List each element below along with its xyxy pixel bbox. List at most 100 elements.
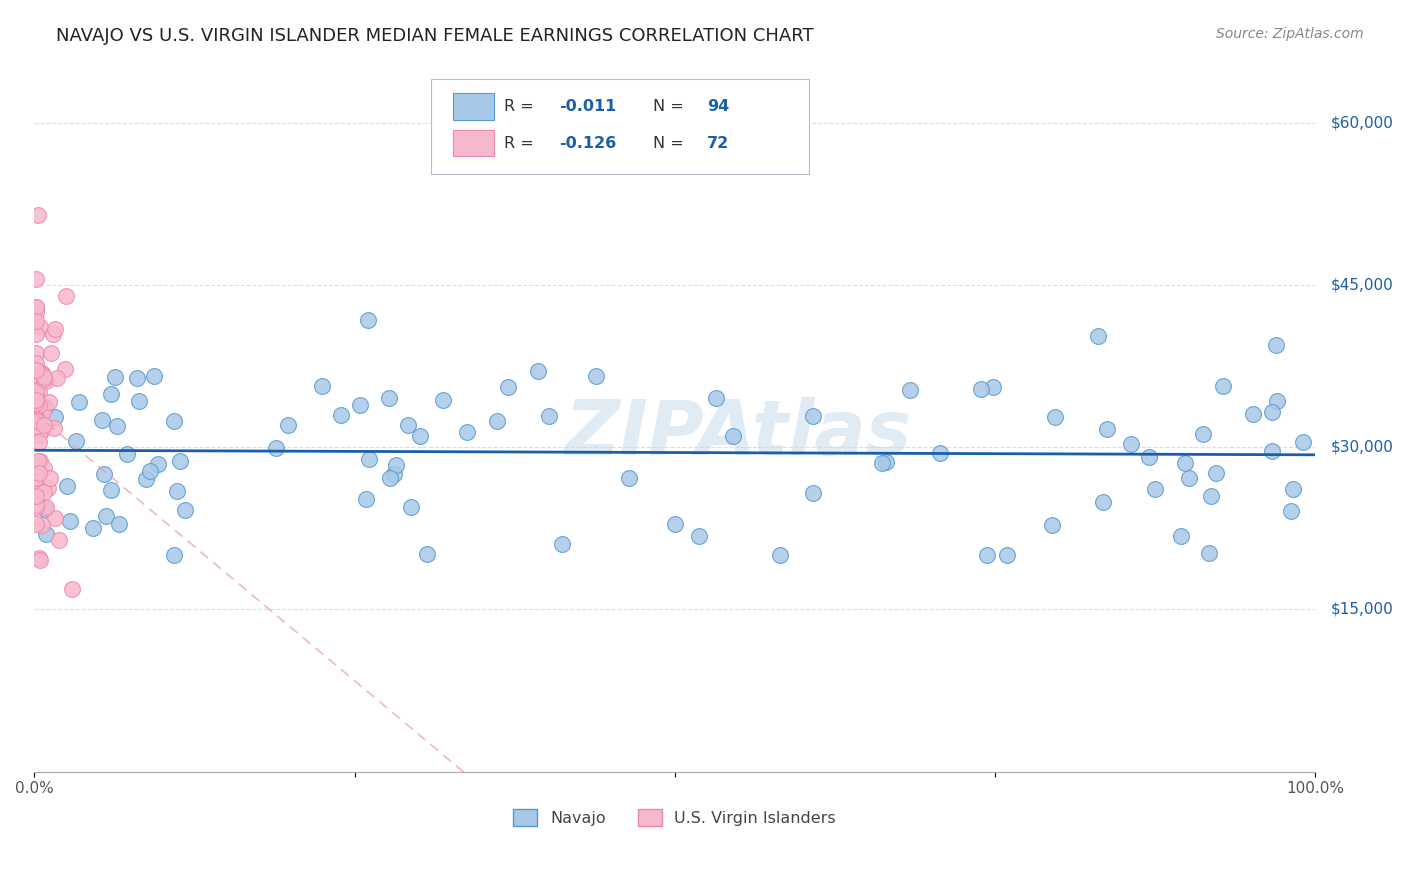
Point — [32, 484, 55, 499]
Point — [24, 305, 46, 319]
Point — [28, 434, 51, 449]
Point — [65, 434, 87, 448]
Point — [1212, 379, 1234, 393]
Point — [82, 521, 104, 535]
Point — [875, 455, 897, 469]
Point — [24, 460, 46, 475]
Point — [24, 473, 46, 487]
Point — [24, 368, 46, 383]
Point — [970, 382, 993, 396]
Point — [24, 388, 46, 402]
Point — [378, 391, 401, 405]
Point — [96, 509, 118, 524]
Point — [32, 368, 55, 382]
Point — [311, 378, 333, 392]
Point — [1043, 409, 1066, 424]
Point — [27, 414, 49, 428]
Point — [24, 313, 46, 327]
Point — [378, 471, 401, 485]
Point — [409, 429, 432, 443]
Point — [1241, 407, 1264, 421]
Point — [105, 418, 128, 433]
Point — [527, 364, 550, 378]
Point — [1205, 466, 1227, 480]
Text: -0.011: -0.011 — [560, 99, 617, 114]
Point — [870, 456, 893, 470]
Text: R =: R = — [505, 136, 540, 151]
Point — [1174, 456, 1197, 470]
Point — [28, 466, 51, 480]
Point — [128, 393, 150, 408]
Point — [100, 483, 122, 498]
Point — [56, 479, 79, 493]
Point — [32, 405, 55, 419]
Point — [24, 363, 46, 377]
Legend: Navajo, U.S. Virgin Islanders: Navajo, U.S. Virgin Islanders — [505, 802, 844, 834]
Point — [704, 391, 727, 405]
Point — [163, 549, 186, 563]
Point — [537, 409, 560, 423]
Point — [115, 447, 138, 461]
Point — [24, 301, 46, 315]
Point — [1261, 405, 1284, 419]
Point — [929, 446, 952, 460]
Point — [169, 454, 191, 468]
Point — [138, 464, 160, 478]
Point — [24, 356, 46, 370]
Point — [1178, 470, 1201, 484]
Text: 72: 72 — [707, 136, 728, 151]
Point — [1201, 489, 1223, 503]
Point — [382, 467, 405, 481]
Point — [485, 414, 508, 428]
Point — [24, 462, 46, 476]
Point — [39, 346, 62, 360]
Point — [277, 417, 299, 432]
Point — [329, 408, 352, 422]
Point — [801, 409, 824, 423]
Text: $15,000: $15,000 — [1330, 602, 1393, 617]
Point — [163, 414, 186, 428]
Point — [44, 511, 66, 525]
Point — [551, 537, 574, 551]
Point — [416, 547, 439, 561]
Point — [32, 372, 55, 386]
Point — [34, 400, 56, 414]
Point — [143, 369, 166, 384]
Point — [24, 419, 46, 434]
FancyBboxPatch shape — [432, 79, 810, 174]
Text: ZIPAtlas: ZIPAtlas — [565, 397, 912, 471]
Point — [93, 467, 115, 481]
Point — [24, 300, 46, 314]
Point — [354, 492, 377, 507]
Point — [48, 533, 70, 547]
Point — [42, 326, 65, 341]
Point — [100, 387, 122, 401]
Point — [55, 289, 77, 303]
Text: $60,000: $60,000 — [1330, 115, 1393, 130]
Text: NAVAJO VS U.S. VIRGIN ISLANDER MEDIAN FEMALE EARNINGS CORRELATION CHART: NAVAJO VS U.S. VIRGIN ISLANDER MEDIAN FE… — [56, 27, 814, 45]
Point — [37, 481, 59, 495]
Point — [24, 413, 46, 427]
Point — [146, 457, 169, 471]
Point — [432, 392, 454, 407]
Point — [769, 549, 792, 563]
Point — [166, 483, 188, 498]
Point — [28, 396, 51, 410]
Point — [38, 395, 60, 409]
Point — [173, 503, 195, 517]
Point — [349, 398, 371, 412]
Text: $30,000: $30,000 — [1330, 440, 1393, 455]
Point — [24, 326, 46, 341]
Point — [31, 423, 53, 437]
Point — [1087, 328, 1109, 343]
Point — [25, 406, 48, 420]
Point — [34, 501, 56, 516]
Bar — [453, 129, 494, 156]
Point — [25, 500, 48, 514]
Point — [90, 413, 112, 427]
Point — [357, 313, 380, 327]
Point — [1264, 338, 1286, 352]
Point — [27, 208, 49, 222]
Point — [1137, 450, 1160, 464]
Point — [135, 472, 157, 486]
